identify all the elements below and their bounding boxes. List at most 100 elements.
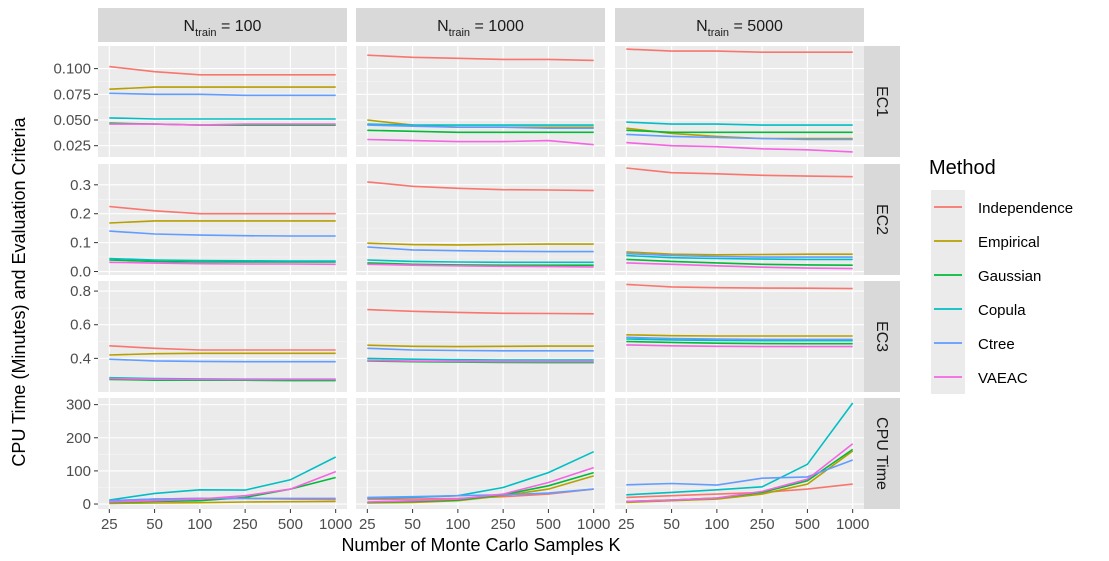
- series-line-ctree: [109, 358, 336, 363]
- y-tick-label: 0: [83, 496, 91, 513]
- panel-bg: [98, 164, 347, 275]
- legend-title: Method: [929, 157, 996, 179]
- series-line-independence: [626, 483, 853, 499]
- x-tick-label: 1000: [319, 516, 352, 533]
- legend-item: Independence: [931, 190, 1073, 224]
- legend-item: Empirical: [931, 224, 1040, 258]
- x-axis-title: Number of Monte Carlo Samples K: [341, 535, 620, 555]
- panel: [356, 46, 605, 157]
- row-strip-bg: [863, 398, 900, 509]
- x-tick-label: 100: [187, 516, 212, 533]
- series-line-empirical: [367, 344, 594, 348]
- panel: [98, 164, 347, 275]
- x-tick-label: 50: [663, 516, 680, 533]
- x-tick-label: 1000: [836, 516, 869, 533]
- series-line-empirical: [626, 334, 853, 337]
- series-line-gaussian: [109, 259, 336, 263]
- series-line-gaussian: [367, 262, 594, 267]
- series-line-gaussian: [626, 340, 853, 345]
- row-strip-label: CPU Time: [873, 417, 890, 490]
- series-line-empirical: [109, 86, 336, 90]
- series-line-empirical: [109, 352, 336, 356]
- legend-label: Independence: [978, 200, 1073, 217]
- x-tick-label: 500: [278, 516, 303, 533]
- x-tick-label: 100: [445, 516, 470, 533]
- series-line-independence: [626, 283, 853, 290]
- legend-item: Copula: [931, 292, 1026, 326]
- column-strip: Ntrain = 100: [98, 8, 347, 42]
- y-tick-label: 0.4: [70, 350, 91, 367]
- series-line-ctree: [626, 252, 853, 258]
- x-tick-label: 500: [795, 516, 820, 533]
- series-line-independence: [626, 48, 853, 54]
- column-strip-bg: [615, 8, 864, 42]
- y-tick-label: 0.6: [70, 317, 91, 334]
- series-line-vaeac: [109, 123, 336, 126]
- y-tick-label: 0.8: [70, 283, 91, 300]
- series-line-copula: [626, 254, 853, 261]
- series-line-ctree: [367, 124, 594, 129]
- row-strip-label: EC3: [873, 321, 890, 352]
- series-line-vaeac: [109, 377, 336, 381]
- y-tick-label: 0.075: [53, 86, 91, 103]
- legend-label: Copula: [978, 302, 1026, 319]
- x-tick-label: 250: [491, 516, 516, 533]
- y-tick-label: 0.3: [70, 177, 91, 194]
- series-line-independence: [109, 345, 336, 351]
- x-tick-label: 250: [750, 516, 775, 533]
- row-strip: CPU Time: [863, 398, 900, 509]
- series-line-independence: [367, 308, 594, 315]
- panel-bg: [356, 398, 605, 509]
- x-tick-label: 500: [536, 516, 561, 533]
- panel: [615, 398, 864, 509]
- series-line-copula: [626, 402, 854, 496]
- series-line-copula: [626, 338, 853, 342]
- panel-bg: [98, 46, 347, 157]
- y-axis-title: CPU Time (Minutes) and Evaluation Criter…: [9, 116, 29, 466]
- panel: [98, 281, 347, 392]
- x-tick-label: 25: [618, 516, 635, 533]
- panel: [98, 398, 347, 509]
- series-line-empirical: [367, 242, 594, 246]
- panel-bg: [356, 281, 605, 392]
- series-line-independence: [626, 167, 853, 178]
- series-line-independence: [109, 205, 336, 215]
- series-line-copula: [367, 123, 594, 126]
- panel: [356, 164, 605, 275]
- series-line-copula: [367, 259, 594, 264]
- legend-label: Empirical: [978, 234, 1040, 251]
- series-line-ctree: [109, 92, 336, 97]
- series-line-copula: [367, 357, 594, 361]
- legend-item: Gaussian: [931, 258, 1041, 292]
- y-tick-label: 0.100: [53, 61, 91, 78]
- panel: [356, 398, 605, 509]
- series-line-ctree: [367, 347, 594, 352]
- series-line-ctree: [367, 246, 594, 253]
- panel: [615, 46, 864, 157]
- y-tick-label: 0.0: [70, 264, 91, 281]
- y-tick-label: 300: [66, 397, 91, 414]
- series-line-copula: [109, 117, 336, 120]
- x-tick-label: 1000: [577, 516, 610, 533]
- series-line-vaeac: [109, 261, 336, 266]
- x-tick-label: 100: [704, 516, 729, 533]
- series-line-vaeac: [626, 262, 853, 270]
- series-line-copula: [109, 456, 337, 501]
- row-strip-bg: [863, 46, 900, 157]
- series-line-ctree: [367, 488, 594, 499]
- series-line-empirical: [109, 500, 336, 505]
- column-strip-label: Ntrain = 1000: [437, 18, 524, 39]
- panel: [98, 46, 347, 157]
- series-line-gaussian: [626, 129, 853, 134]
- series-line-gaussian: [367, 129, 594, 134]
- column-strip: Ntrain = 5000: [615, 8, 864, 42]
- series-line-copula: [626, 121, 853, 126]
- column-strip-label: Ntrain = 100: [184, 18, 262, 39]
- series-line-ctree: [626, 336, 853, 341]
- x-tick-label: 50: [404, 516, 421, 533]
- x-tick-label: 25: [359, 516, 376, 533]
- x-tick-label: 50: [146, 516, 163, 533]
- series-line-vaeac: [626, 443, 854, 503]
- series-line-independence: [109, 65, 336, 76]
- legend-item: VAEAC: [931, 360, 1028, 394]
